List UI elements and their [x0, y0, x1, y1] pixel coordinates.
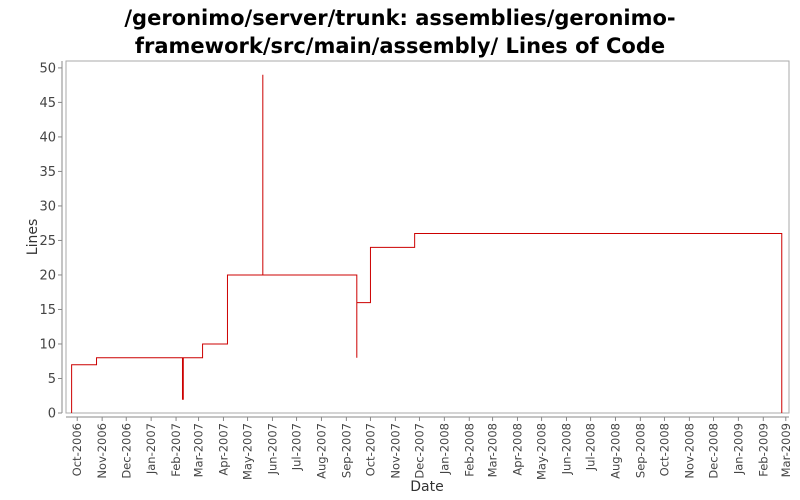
chart-title-line-2: framework/src/main/assembly/ Lines of Co… [134, 34, 666, 58]
x-tick-label: Jan-2007 [144, 423, 158, 475]
x-tick-label: Aug-2008 [608, 423, 622, 479]
x-tick-label: Jan-2009 [731, 423, 745, 475]
y-tick-label: 35 [39, 165, 56, 180]
chart-title: /geronimo/server/trunk: assemblies/geron… [0, 4, 800, 60]
x-axis: Oct-2006 Nov-2006 Dec-2006 Jan-2007 Feb-2007… [66, 416, 793, 480]
x-tick-label: Mar-2009 [779, 423, 793, 477]
x-tick-label: Jun-2008 [559, 423, 573, 475]
y-tick-label: 25 [39, 234, 56, 249]
x-tick-label: Dec-2007 [412, 423, 426, 479]
x-tick-label: Jun-2007 [265, 423, 279, 475]
y-tick-label: 20 [39, 268, 56, 283]
chart-title-line-1: /geronimo/server/trunk: assemblies/geron… [124, 6, 676, 30]
y-tick-label: 15 [39, 303, 56, 318]
x-tick-label: Mar-2007 [192, 423, 206, 477]
y-tick-label: 40 [39, 130, 56, 145]
series-line-0 [71, 74, 783, 413]
x-tick-label: May-2007 [241, 423, 255, 480]
x-tick-label: Nov-2006 [95, 423, 109, 479]
x-tick-label: Mar-2008 [486, 423, 500, 477]
x-tick-label: Nov-2007 [388, 423, 402, 479]
y-tick-label: 5 [48, 372, 56, 387]
series-layer [71, 74, 783, 413]
x-tick-label: Nov-2008 [682, 423, 696, 479]
x-tick-label: Jul-2008 [584, 423, 598, 471]
x-tick-label: Sep-2007 [339, 423, 353, 478]
x-tick-label: Apr-2007 [216, 423, 230, 476]
x-tick-label: Feb-2008 [462, 423, 476, 477]
x-tick-label: Jul-2007 [290, 423, 304, 471]
x-tick-label: Feb-2009 [756, 423, 770, 477]
x-tick-label: May-2008 [535, 423, 549, 480]
y-tick-label: 0 [48, 407, 56, 422]
x-tick-label: Feb-2007 [169, 423, 183, 477]
x-tick-label: Aug-2007 [314, 423, 328, 479]
x-tick-label: Jan-2008 [437, 423, 451, 475]
x-tick-label: Oct-2008 [657, 423, 671, 476]
x-tick-label: Dec-2006 [119, 423, 133, 479]
y-tick-label: 50 [39, 61, 56, 76]
x-tick-label: Oct-2006 [70, 423, 84, 476]
x-tick-label: Oct-2007 [363, 423, 377, 476]
plot-area [65, 60, 790, 414]
y-axis-label: Lines [25, 219, 41, 255]
y-tick-label: 10 [39, 337, 56, 352]
x-axis-label: Date [410, 479, 443, 495]
x-tick-label: Apr-2008 [510, 423, 524, 476]
y-axis: 0 5 10 15 20 25 30 35 40 45 50 [39, 61, 63, 422]
x-tick-label: Dec-2008 [706, 423, 720, 479]
y-tick-label: 30 [39, 199, 56, 214]
x-tick-label: Sep-2008 [633, 423, 647, 478]
y-tick-label: 45 [39, 96, 56, 111]
